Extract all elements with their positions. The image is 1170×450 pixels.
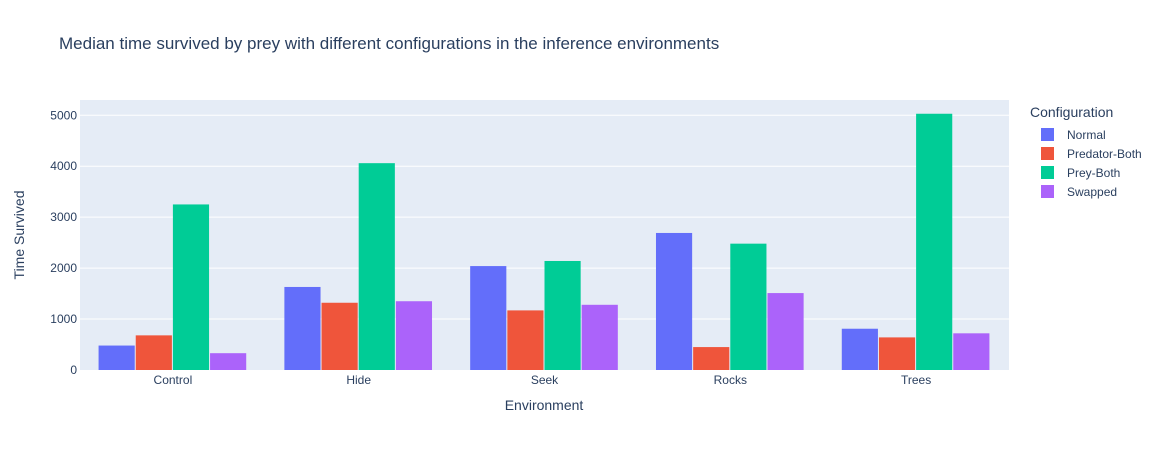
x-tick-label: Seek (531, 373, 559, 387)
chart-title: Median time survived by prey with differ… (59, 34, 720, 53)
y-axis-label: Time Survived (11, 191, 27, 280)
x-tick-label: Rocks (714, 373, 747, 387)
bar-prey-both (916, 113, 953, 371)
y-tick-label: 5000 (50, 108, 77, 122)
bar-prey-both (544, 260, 581, 370)
bar-prey-both (730, 243, 767, 370)
legend-label: Prey-Both (1067, 165, 1121, 180)
bar-predator-both (321, 302, 358, 370)
legend-swatch (1041, 147, 1054, 160)
bar-predator-both (693, 347, 730, 370)
legend-item[interactable]: Prey-Both (1030, 163, 1142, 182)
bar-normal (470, 266, 507, 370)
bar-prey-both (358, 163, 395, 370)
y-tick-label: 2000 (50, 261, 77, 275)
bar-predator-both (135, 335, 172, 370)
bar-predator-both (878, 337, 916, 370)
bar-swapped (767, 293, 804, 370)
bar-normal (655, 232, 693, 370)
legend-item[interactable]: Predator-Both (1030, 144, 1142, 163)
bar-swapped (581, 304, 618, 370)
legend-title: Configuration (1030, 104, 1114, 120)
legend-label: Swapped (1067, 184, 1118, 199)
bar-normal (841, 328, 878, 370)
bar-swapped (395, 301, 433, 370)
bar-normal (98, 345, 135, 370)
bar-normal (284, 286, 321, 370)
legend-swatch (1041, 166, 1054, 179)
bar-prey-both (172, 204, 210, 370)
y-tick-label: 4000 (50, 159, 77, 173)
y-tick-label: 3000 (50, 210, 77, 224)
x-tick-label: Trees (901, 373, 931, 387)
legend: Configuration Normal Predator-Both Prey-Bo… (1030, 104, 1142, 201)
legend-item[interactable]: Normal (1030, 125, 1142, 144)
bar-swapped (210, 353, 247, 370)
bar-swapped (953, 333, 990, 370)
legend-label: Predator-Both (1067, 146, 1142, 161)
x-tick-label: Hide (346, 373, 371, 387)
legend-label: Normal (1067, 127, 1106, 142)
legend-swatch (1041, 185, 1054, 198)
x-tick-label: Control (154, 373, 193, 387)
legend-item[interactable]: Swapped (1030, 182, 1142, 201)
y-tick-label: 0 (70, 363, 77, 377)
bar-predator-both (507, 310, 544, 370)
x-axis-label: Environment (505, 397, 584, 413)
legend-swatch (1041, 128, 1054, 141)
y-tick-label: 1000 (50, 312, 77, 326)
